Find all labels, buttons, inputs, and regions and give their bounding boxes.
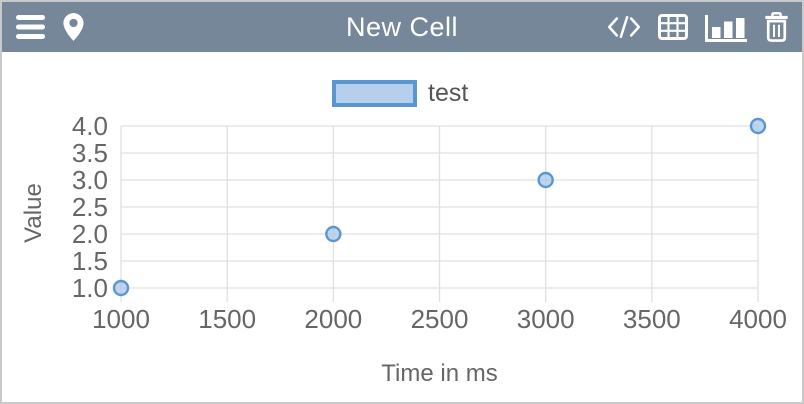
cell-toolbar: New Cell: [2, 2, 802, 52]
chart-legend: test: [332, 79, 468, 108]
bar-chart-icon[interactable]: [705, 13, 747, 42]
location-pin-icon[interactable]: [62, 12, 85, 42]
y-tick-label: 2.5: [72, 192, 108, 222]
grid-lines: [120, 125, 759, 302]
x-tick-label: 2000: [304, 304, 362, 334]
x-tick-label: 1500: [198, 304, 256, 334]
x-tick-label: 3000: [517, 304, 575, 334]
data-point[interactable]: [537, 171, 554, 189]
x-axis-title: Time in ms: [381, 360, 497, 387]
y-tick-labels: 4.03.53.02.52.01.51.0: [72, 111, 108, 303]
x-tick-label: 4000: [729, 304, 787, 334]
y-tick-label: 3.0: [72, 165, 108, 195]
y-tick-label: 4.0: [72, 111, 108, 141]
data-series-test: [112, 117, 767, 297]
y-tick-label: 3.5: [72, 138, 108, 168]
data-point[interactable]: [112, 279, 130, 297]
code-icon[interactable]: [607, 15, 641, 39]
data-point[interactable]: [325, 225, 342, 243]
data-point[interactable]: [749, 117, 767, 135]
x-tick-labels: 1000 1500 2000 2500 3000 3500 4000: [92, 304, 787, 334]
toolbar-left-group: [16, 12, 85, 42]
table-icon[interactable]: [658, 14, 688, 40]
x-tick-label: 2500: [411, 304, 469, 334]
x-tick-label: 3500: [623, 304, 681, 334]
y-tick-label: 1.5: [72, 246, 108, 276]
y-tick-label: 2.0: [72, 219, 108, 249]
trash-icon[interactable]: [764, 12, 789, 42]
cell-title: New Cell: [345, 11, 459, 42]
y-axis-title: Value: [20, 183, 47, 243]
menu-icon[interactable]: [16, 15, 45, 39]
y-tick-label: 1.0: [72, 273, 108, 303]
legend-label: test: [428, 79, 469, 107]
toolbar-right-group: [607, 12, 789, 42]
x-tick-label: 1000: [92, 304, 150, 334]
legend-swatch: [332, 80, 417, 107]
